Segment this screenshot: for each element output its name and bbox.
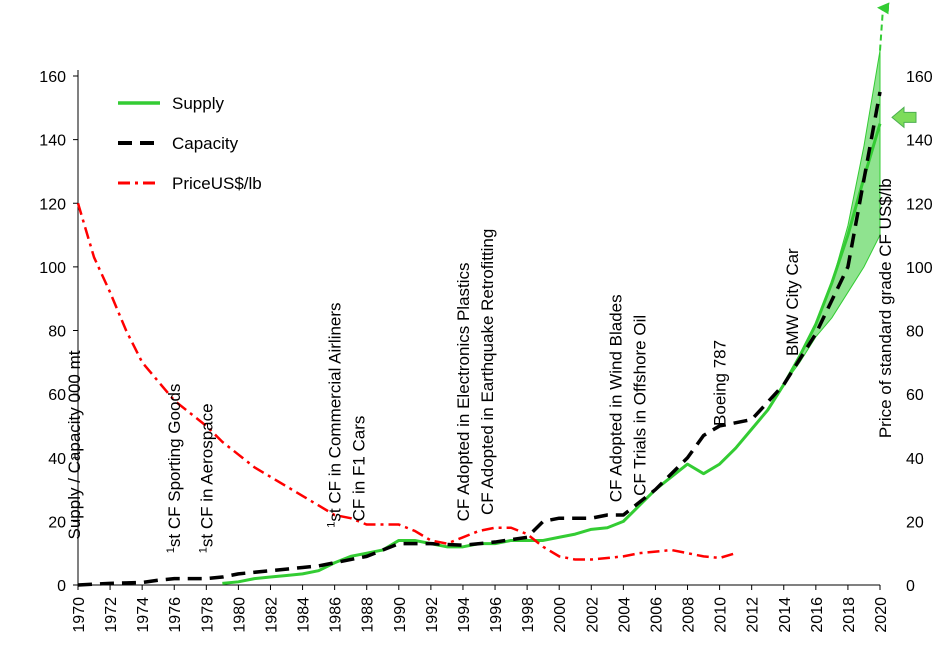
- x-tick-label: 2012: [745, 597, 762, 633]
- series-line-supply: [222, 123, 882, 585]
- y-left-tick-label: 40: [48, 451, 66, 468]
- x-tick-label: 2004: [616, 597, 633, 633]
- annotation-label: Boeing 787: [711, 340, 730, 426]
- x-tick-label: 2020: [873, 597, 890, 633]
- x-tick-label: 1970: [71, 597, 88, 633]
- annotation-label: CF Adopted in Earthquake Retrofitting: [478, 229, 497, 515]
- y-axis-left-title: Supply / Capacity 000 mt: [65, 350, 84, 539]
- y-right-tick-label: 100: [906, 260, 933, 277]
- y-right-tick-label: 20: [906, 514, 924, 531]
- x-tick-label: 1992: [424, 597, 441, 633]
- x-tick-label: 2006: [648, 597, 665, 633]
- annotation-label: BMW City Car: [783, 248, 802, 356]
- x-tick-label: 2014: [777, 597, 794, 633]
- y-right-tick-label: 160: [906, 69, 933, 86]
- x-tick-label: 1988: [360, 597, 377, 633]
- annotation-label: 1st CF in Aerospace: [197, 403, 216, 553]
- annotation-text: st CF Sporting Goods: [165, 384, 184, 547]
- y-right-tick-label: 140: [906, 133, 933, 150]
- y-right-tick-label: 120: [906, 196, 933, 213]
- x-tick-label: 1976: [167, 597, 184, 633]
- annotation-superscript: 1: [326, 522, 338, 528]
- y-right-tick-label: 40: [906, 451, 924, 468]
- x-tick-label: 2008: [681, 597, 698, 633]
- x-tick-label: 2010: [713, 597, 730, 633]
- y-axis-right-title: Price of standard grade CF US$/lb: [876, 178, 895, 438]
- x-tick-label: 1994: [456, 597, 473, 633]
- series-line-capacity: [77, 91, 882, 587]
- x-tick-label: 1986: [328, 597, 345, 633]
- annotation-label: CF in F1 Cars: [350, 416, 369, 522]
- target-marker-arrow: [891, 106, 917, 129]
- x-tick-label: 2000: [552, 597, 569, 633]
- annotation-label: CF Trials in Offshore Oil: [630, 315, 649, 496]
- annotation-superscript: 1: [165, 547, 177, 553]
- projection-arrow: [877, 2, 890, 51]
- y-right-tick-label: 60: [906, 387, 924, 404]
- x-tick-label: 2002: [584, 597, 601, 633]
- x-tick-label: 1998: [520, 597, 537, 633]
- annotation-label: 1st CF in Commercial Airliners: [326, 302, 345, 527]
- x-tick-label: 2016: [809, 597, 826, 633]
- x-tick-label: 1972: [103, 597, 120, 633]
- y-right-tick-label: 80: [906, 324, 924, 341]
- y-left-tick-label: 120: [39, 196, 66, 213]
- x-tick-label: 2018: [841, 597, 858, 633]
- y-left-tick-label: 140: [39, 133, 66, 150]
- y-left-tick-label: 60: [48, 387, 66, 404]
- x-tick-label: 1978: [199, 597, 216, 633]
- x-tick-label: 1980: [231, 597, 248, 633]
- annotation-superscript: 1: [197, 547, 209, 553]
- y-left-tick-label: 100: [39, 260, 66, 277]
- y-left-tick-label: 20: [48, 514, 66, 531]
- x-tick-label: 1990: [392, 597, 409, 633]
- annotation-text: st CF in Aerospace: [197, 403, 216, 547]
- annotation-label: CF Adopted in Wind Blades: [606, 294, 625, 502]
- x-tick-label: 1984: [296, 597, 313, 633]
- series-line-priceus-lb: [76, 202, 736, 561]
- legend-label: Capacity: [172, 134, 239, 153]
- annotation-text: st CF in Commercial Airliners: [326, 302, 345, 521]
- y-left-tick-label: 80: [48, 324, 66, 341]
- annotation-label: 1st CF Sporting Goods: [165, 384, 184, 554]
- legend-label: Supply: [172, 94, 224, 113]
- x-tick-label: 1996: [488, 597, 505, 633]
- x-tick-label: 1982: [263, 597, 280, 633]
- x-tick-label: 1974: [135, 597, 152, 633]
- y-right-tick-label: 0: [906, 578, 915, 595]
- y-left-tick-label: 0: [57, 578, 66, 595]
- legend-label: PriceUS$/lb: [172, 174, 262, 193]
- y-left-tick-label: 160: [39, 69, 66, 86]
- annotation-label: CF Adopted in Electronics Plastics: [454, 262, 473, 521]
